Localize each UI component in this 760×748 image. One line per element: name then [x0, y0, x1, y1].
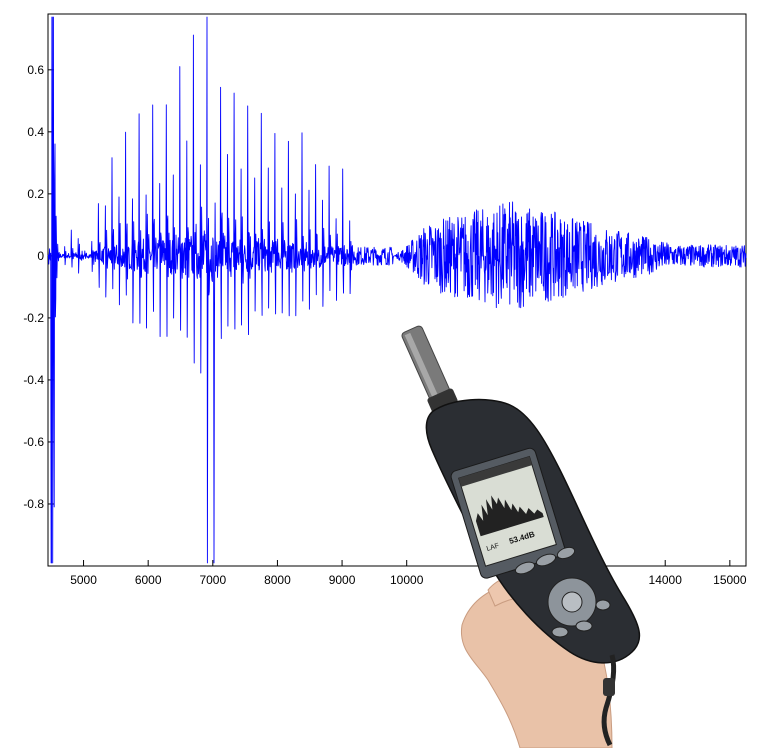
waveform-series-line [47, 16, 747, 564]
x-tick-label: 7000 [199, 573, 226, 587]
screen-reading-mode: LAF [486, 542, 500, 552]
spectrum-display [475, 495, 544, 537]
plot-area-frame [47, 13, 747, 567]
x-tick-label: 10000 [390, 573, 424, 587]
y-tick-label: -0.2 [23, 311, 44, 325]
sound-level-meter-photo: LAF 53.4dB [401, 325, 641, 748]
y-tick-label: 0.4 [27, 125, 44, 139]
meter-button [575, 620, 593, 632]
meter-button [551, 626, 569, 638]
meter-button [595, 599, 611, 611]
x-tick-label: 5000 [70, 573, 97, 587]
x-tick-label: 8000 [264, 573, 291, 587]
meter-button [535, 553, 557, 567]
y-tick-label: 0.2 [27, 187, 44, 201]
axis-tick-labels: 5000 6000 7000 8000 9000 10000 14000 15000 0.6 0.… [23, 63, 747, 587]
y-tick-label: -0.8 [23, 497, 44, 511]
x-tick-label: 14000 [649, 573, 683, 587]
y-tick-label: -0.4 [23, 373, 44, 387]
strap-clip [603, 678, 615, 696]
y-tick-label: 0.6 [27, 63, 44, 77]
y-tick-label: -0.6 [23, 435, 44, 449]
meter-dpad-center [561, 591, 583, 613]
x-tick-label: 6000 [135, 573, 162, 587]
wrist-strap [601, 654, 617, 747]
x-tick-label: 9000 [329, 573, 356, 587]
meter-button [514, 561, 536, 575]
y-tick-label: 0 [37, 249, 44, 263]
x-tick-label: 15000 [713, 573, 747, 587]
meter-button [556, 546, 576, 560]
